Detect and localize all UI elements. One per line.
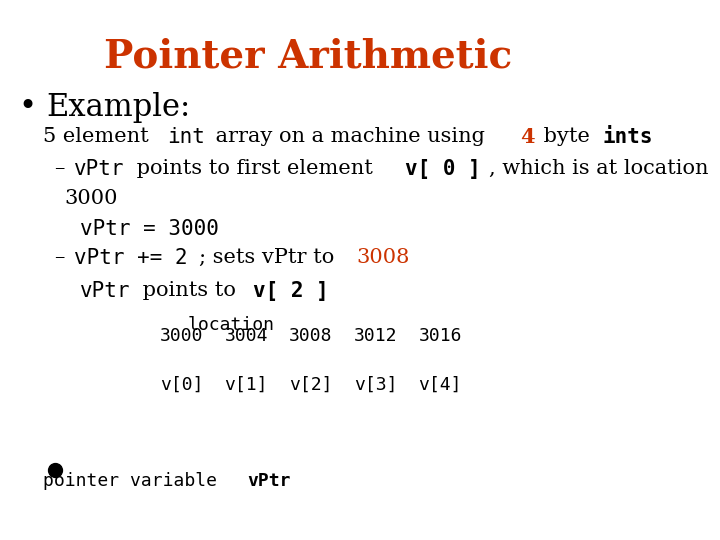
Text: int: int [167, 127, 205, 147]
Text: points to: points to [136, 281, 242, 300]
Text: points to first element: points to first element [130, 159, 379, 178]
Text: 3008: 3008 [356, 248, 410, 267]
Text: 3000: 3000 [65, 189, 118, 208]
Text: v[0]: v[0] [160, 375, 203, 393]
Text: ints: ints [602, 127, 653, 147]
Text: byte: byte [536, 127, 596, 146]
Text: vPtr: vPtr [247, 472, 291, 490]
Text: Example:: Example: [46, 92, 190, 123]
Text: v[ 0 ]: v[ 0 ] [405, 159, 481, 179]
Text: v[ 2 ]: v[ 2 ] [253, 281, 329, 301]
Text: vPtr: vPtr [74, 159, 125, 179]
Text: 5 element: 5 element [43, 127, 156, 146]
Text: v[2]: v[2] [289, 375, 333, 393]
Text: ; sets vPtr to: ; sets vPtr to [199, 248, 341, 267]
Text: 3012: 3012 [354, 327, 397, 345]
Text: vPtr: vPtr [80, 281, 130, 301]
Text: •: • [19, 92, 37, 123]
Text: –: – [55, 159, 73, 178]
Text: location: location [188, 316, 275, 334]
Text: 3004: 3004 [225, 327, 268, 345]
Text: 3008: 3008 [289, 327, 333, 345]
Text: 3016: 3016 [418, 327, 462, 345]
Text: –: – [55, 248, 73, 267]
Text: vPtr += 2: vPtr += 2 [74, 248, 188, 268]
Text: , which is at location: , which is at location [489, 159, 708, 178]
Text: v[4]: v[4] [418, 375, 462, 393]
Text: 3000: 3000 [160, 327, 203, 345]
Text: pointer variable: pointer variable [43, 472, 228, 490]
Text: v[3]: v[3] [354, 375, 397, 393]
Text: vPtr = 3000: vPtr = 3000 [80, 219, 219, 239]
Text: array on a machine using: array on a machine using [209, 127, 491, 146]
Text: v[1]: v[1] [225, 375, 268, 393]
Text: Pointer Arithmetic: Pointer Arithmetic [104, 38, 512, 76]
Text: 4: 4 [521, 127, 535, 147]
